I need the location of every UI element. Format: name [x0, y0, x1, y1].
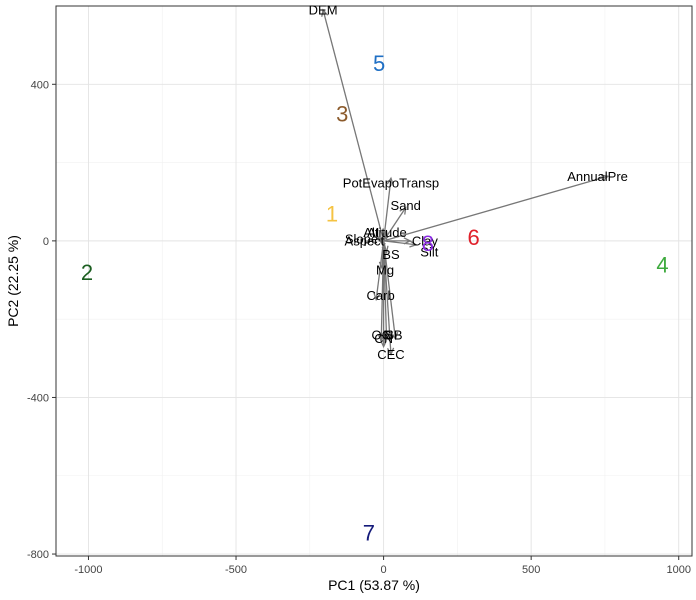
- arrow-head: [409, 240, 418, 248]
- x-tick-label: 0: [381, 564, 387, 576]
- loading-arrow-cec: [382, 240, 395, 356]
- cluster-labels: 1 2 3 4 5 6 7 8: [81, 51, 669, 546]
- loading-label-bs: BS: [382, 247, 400, 262]
- arrow-shaft: [382, 178, 392, 241]
- loading-arrow-annualpre: [383, 174, 610, 242]
- loading-arrow-cn: [379, 240, 388, 349]
- cluster-label-7: 7: [363, 521, 375, 546]
- loading-label-slope: Slope: [345, 231, 378, 246]
- arrow-head: [380, 231, 388, 240]
- arrow-shaft: [382, 240, 397, 339]
- loading-label-n: N: [383, 327, 392, 342]
- x-tick-label: 500: [522, 564, 540, 576]
- loading-label-sand: Sand: [391, 198, 421, 213]
- x-tick-label: -1000: [74, 564, 102, 576]
- loading-label-mg: Mg: [376, 263, 394, 278]
- loading-label-clay: Clay: [412, 233, 439, 248]
- cluster-label-5: 5: [373, 51, 385, 76]
- arrow-head: [382, 332, 390, 341]
- loading-label-dem: DEM: [309, 2, 338, 17]
- x-tick-label: -500: [225, 564, 247, 576]
- plot-panel-border: [55, 5, 693, 557]
- loading-labels: DEM AnnualPre PotEvapoTransp Sand AltitudeAI…: [309, 2, 628, 361]
- arrow-shaft: [383, 240, 417, 246]
- cluster-label-1: 1: [326, 201, 338, 226]
- loading-arrow-potevapotransp: [382, 176, 394, 241]
- loading-label-cn: CN: [374, 331, 393, 346]
- axes: -1000 -500 0 500 1000 -800 -400 0 400: [27, 79, 691, 576]
- arrow-shaft: [322, 9, 385, 242]
- cluster-label-6: 6: [467, 225, 479, 250]
- loading-label-annualpre: AnnualPre: [567, 169, 628, 184]
- arrow-head: [399, 206, 407, 215]
- loading-label-cec: CEC: [377, 347, 404, 362]
- arrow-head: [386, 347, 395, 356]
- arrow-head: [386, 176, 394, 186]
- loading-label-sb: SB: [385, 327, 402, 342]
- y-tick-label: -400: [27, 392, 49, 404]
- loading-label-aspect: Aspect: [345, 233, 385, 248]
- arrow-shaft: [383, 175, 609, 242]
- x-axis-title: PC1 (53.87 %): [328, 577, 420, 593]
- gridlines: [56, 6, 692, 556]
- arrow-head: [373, 292, 381, 302]
- arrow-shaft: [375, 240, 385, 300]
- loading-label-oc: OC: [371, 327, 391, 342]
- cluster-label-8: 8: [422, 231, 434, 256]
- loading-label-silt: Silt: [420, 244, 438, 259]
- loading-arrow-silt: [383, 240, 418, 248]
- arrow-head: [600, 174, 610, 182]
- y-axis-title: PC2 (22.25 %): [5, 235, 21, 327]
- y-tick-label: 400: [31, 79, 49, 91]
- loading-label-altitude: Altitude: [363, 225, 406, 240]
- loading-arrow-carb: [373, 240, 385, 302]
- cluster-label-3: 3: [336, 102, 348, 127]
- loading-label-potevapotransp: PotEvapoTransp: [343, 175, 439, 190]
- loading-arrow-dem: [321, 8, 385, 242]
- arrow-head: [379, 339, 388, 349]
- y-tick-label: -800: [27, 549, 49, 561]
- cluster-label-4: 4: [656, 252, 668, 277]
- loading-arrow-ai: [380, 231, 388, 241]
- loading-label-carb: Carb: [367, 288, 395, 303]
- x-tick-label: 1000: [666, 564, 690, 576]
- loading-arrows: [321, 8, 610, 356]
- arrow-head: [321, 8, 329, 17]
- arrow-shaft: [382, 240, 392, 355]
- loading-label-ai: AI: [367, 225, 379, 240]
- arrow-head: [391, 331, 399, 341]
- cluster-label-2: 2: [81, 260, 93, 285]
- loading-arrow-sb: [382, 240, 399, 341]
- arrow-head: [403, 237, 412, 245]
- y-tick-label: 0: [43, 236, 49, 248]
